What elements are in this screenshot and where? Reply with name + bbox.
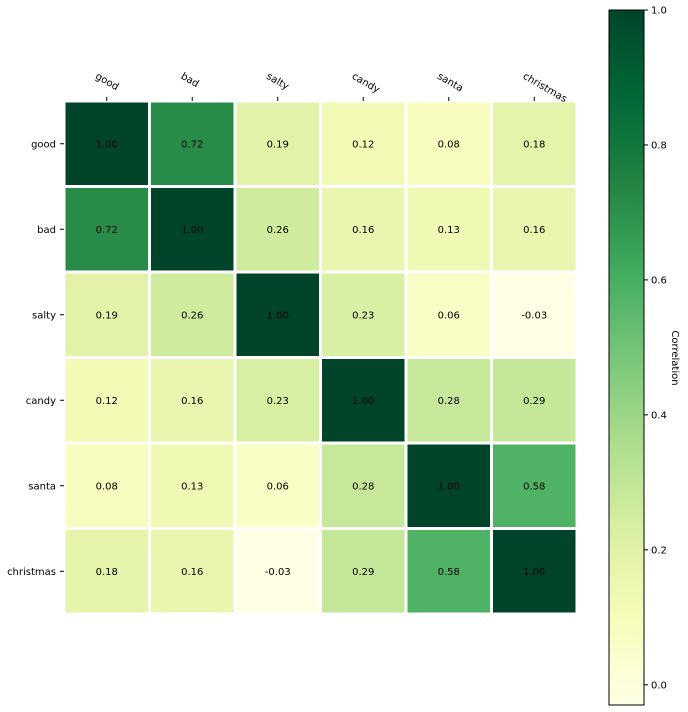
x-tick-label-christmas: christmas — [521, 71, 569, 105]
y-tick-label-good: good — [31, 139, 56, 150]
cell-value-label: 0.12 — [352, 139, 374, 150]
y-tick-label-salty: salty — [32, 310, 56, 321]
cell-value-label: 0.29 — [523, 396, 545, 407]
heatmap-cell-santa-bad — [151, 444, 234, 527]
heatmap-cell-bad-christmas — [493, 188, 576, 271]
heatmap-cell-santa-salty — [236, 444, 319, 527]
cell-value-label: 0.18 — [96, 567, 118, 578]
cell-value-label: 0.58 — [523, 481, 545, 492]
heatmap-cell-labels: 1.00 0.72 0.19 0.12 0.08 0.18 0.72 1.00 0.26 0.16… — [96, 139, 548, 578]
y-tick-label-candy: candy — [26, 396, 56, 407]
heatmap-cell-candy-good — [65, 359, 148, 442]
cell-value-label: 1.00 — [267, 310, 289, 321]
heatmap-cell-good-bad — [151, 102, 234, 185]
heatmap-cell-candy-salty — [236, 359, 319, 442]
colorbar-label: Correlation — [669, 330, 680, 385]
heatmap-cell-santa-good — [65, 444, 148, 527]
cell-value-label: 0.06 — [438, 310, 460, 321]
heatmap-cell-santa-santa — [407, 444, 490, 527]
cell-value-label: 0.19 — [267, 139, 289, 150]
colorbar-tick-label: 0.8 — [651, 140, 667, 151]
heatmap-cell-candy-bad — [151, 359, 234, 442]
cell-value-label: 1.00 — [96, 139, 118, 150]
cell-value-label: 0.72 — [181, 139, 203, 150]
cell-value-label: 0.12 — [96, 396, 118, 407]
cell-value-label: 0.16 — [523, 225, 545, 236]
heatmap-cell-salty-santa — [407, 273, 490, 356]
heatmap-cell-candy-santa — [407, 359, 490, 442]
colorbar-tick-label: 0.2 — [651, 545, 667, 556]
cell-value-label: 0.16 — [352, 225, 374, 236]
x-axis-ticks: good bad salty candy santa christmas — [93, 71, 568, 105]
x-tick-label-salty: salty — [264, 71, 290, 93]
cell-value-label: 0.28 — [352, 481, 374, 492]
colorbar-tick-label: 0.0 — [651, 680, 667, 691]
heatmap-cell-good-salty — [236, 102, 319, 185]
cell-value-label: 0.26 — [181, 310, 203, 321]
heatmap-cell-good-candy — [322, 102, 405, 185]
y-tick-label-santa: santa — [28, 481, 56, 492]
colorbar-tick-label: 0.6 — [651, 275, 667, 286]
cell-value-label: 0.08 — [438, 139, 460, 150]
cell-value-label: 0.29 — [352, 567, 374, 578]
cell-value-label: 0.13 — [438, 225, 460, 236]
cell-value-label: 1.00 — [352, 396, 374, 407]
heatmap-cell-christmas-christmas — [493, 530, 576, 613]
cell-value-label: 0.26 — [267, 225, 289, 236]
x-tick-label-bad: bad — [179, 71, 201, 90]
heatmap-cell-bad-good — [65, 188, 148, 271]
y-tick-label-bad: bad — [37, 225, 56, 236]
heatmap-cell-good-good — [65, 102, 148, 185]
cell-value-label: 0.18 — [523, 139, 545, 150]
colorbar-tick-label: 0.4 — [651, 410, 667, 421]
cell-value-label: 0.13 — [181, 481, 203, 492]
heatmap-cell-christmas-bad — [151, 530, 234, 613]
heatmap-cell-good-christmas — [493, 102, 576, 185]
cell-value-label: -0.03 — [265, 567, 291, 578]
cell-value-label: 0.28 — [438, 396, 460, 407]
heatmap-cell-bad-bad — [151, 188, 234, 271]
heatmap-cell-bad-candy — [322, 188, 405, 271]
x-tick-label-good: good — [93, 71, 120, 93]
heatmap-cell-christmas-salty — [236, 530, 319, 613]
heatmap-cell-christmas-good — [65, 530, 148, 613]
cell-value-label: 0.19 — [96, 310, 118, 321]
x-tick-label-candy: candy — [350, 71, 382, 96]
cell-value-label: 1.00 — [181, 225, 203, 236]
heatmap-cell-bad-salty — [236, 188, 319, 271]
cell-value-label: 0.06 — [267, 481, 289, 492]
cell-value-label: 0.08 — [96, 481, 118, 492]
cell-value-label: 1.00 — [523, 567, 545, 578]
cell-value-label: 0.23 — [267, 396, 289, 407]
colorbar-ticks: 0.0 0.2 0.4 0.6 0.8 1.0 — [644, 6, 667, 691]
heatmap-cell-christmas-santa — [407, 530, 490, 613]
colorbar: 0.0 0.2 0.4 0.6 0.8 1.0 Correlation — [608, 6, 680, 706]
cell-value-label: 0.16 — [181, 567, 203, 578]
colorbar-tick-label: 1.0 — [651, 6, 667, 17]
heatmap-cell-santa-christmas — [493, 444, 576, 527]
heatmap-cell-santa-candy — [322, 444, 405, 527]
y-tick-label-christmas: christmas — [7, 567, 56, 578]
heatmap-cell-candy-candy — [322, 359, 405, 442]
cell-value-label: -0.03 — [521, 310, 547, 321]
cell-value-label: 0.16 — [181, 396, 203, 407]
y-axis-ticks: good bad salty candy santa christmas — [7, 139, 64, 578]
heatmap-cell-salty-bad — [151, 273, 234, 356]
heatmap-cell-good-santa — [407, 102, 490, 185]
x-tick-label-santa: santa — [435, 71, 465, 94]
heatmap-cell-christmas-candy — [322, 530, 405, 613]
cell-value-label: 1.00 — [438, 481, 460, 492]
heatmap-cell-salty-salty — [236, 273, 319, 356]
heatmap-cell-salty-good — [65, 273, 148, 356]
colorbar-gradient — [608, 9, 645, 706]
heatmap-cells — [65, 102, 576, 613]
cell-value-label: 0.58 — [438, 567, 460, 578]
heatmap-cell-bad-santa — [407, 188, 490, 271]
heatmap-cell-candy-christmas — [493, 359, 576, 442]
cell-value-label: 0.23 — [352, 310, 374, 321]
heatmap-cell-salty-christmas — [493, 273, 576, 356]
cell-value-label: 0.72 — [96, 225, 118, 236]
heatmap-cell-salty-candy — [322, 273, 405, 356]
